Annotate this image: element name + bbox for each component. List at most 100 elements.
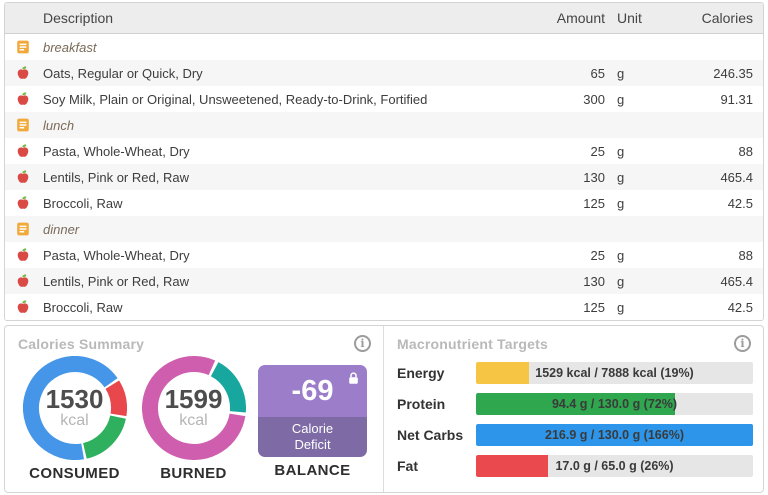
food-description: Lentils, Pink or Red, Raw (43, 169, 189, 185)
macro-target-row: Fat 17.0 g / 65.0 g (26%) (397, 455, 753, 477)
apple-icon (17, 300, 29, 313)
header-calories: Calories (701, 10, 753, 26)
header-description: Description (43, 10, 114, 26)
apple-icon (17, 170, 29, 183)
food-description: Broccoli, Raw (43, 299, 123, 315)
food-calories: 465.4 (720, 169, 753, 185)
note-icon (17, 40, 29, 54)
burned-value: 1599 (164, 384, 223, 414)
balance-block: -69 Calorie Deficit BALANCE (253, 356, 372, 479)
food-description: Oats, Regular or Quick, Dry (43, 65, 203, 81)
apple-icon (17, 66, 29, 79)
table-body: breakfast Oats, Regular or Quick, Dry 65… (5, 34, 763, 320)
meal-group-label: lunch (43, 117, 75, 133)
food-unit: g (617, 91, 625, 107)
macro-progress-bar: 17.0 g / 65.0 g (26%) (476, 455, 753, 477)
food-amount: 65 (590, 65, 605, 81)
apple-icon (17, 196, 29, 209)
macro-progress-fill (476, 393, 676, 415)
food-amount: 25 (590, 247, 605, 263)
food-calories: 88 (738, 247, 753, 263)
meal-group-row[interactable]: breakfast (5, 34, 763, 60)
macro-progress-text: 1529 kcal / 7888 kcal (19%) (535, 366, 694, 380)
food-row[interactable]: Pasta, Whole-Wheat, Dry 25 g 88 (5, 242, 763, 268)
balance-status-line1: Calorie (291, 421, 334, 436)
food-calories: 246.35 (713, 65, 753, 81)
food-description: Pasta, Whole-Wheat, Dry (43, 247, 190, 263)
meal-group-row[interactable]: dinner (5, 216, 763, 242)
food-calories: 88 (738, 143, 753, 159)
food-row[interactable]: Broccoli, Raw 125 g 42.5 (5, 190, 763, 216)
macro-target-row: Protein 94.4 g / 130.0 g (72%) (397, 393, 753, 415)
macro-label: Energy (397, 365, 445, 381)
food-description: Soy Milk, Plain or Original, Unsweetened… (43, 91, 428, 107)
food-unit: g (617, 65, 625, 81)
apple-icon (17, 92, 29, 105)
balance-card: -69 Calorie Deficit (258, 365, 367, 457)
food-row[interactable]: Broccoli, Raw 125 g 42.5 (5, 294, 763, 320)
burned-donut-chart: 1599 kcal BURNED (134, 356, 253, 482)
meal-group-label: dinner (43, 221, 80, 237)
consumed-donut-ring (22, 356, 127, 460)
balance-status-line2: Deficit (294, 437, 331, 452)
food-row[interactable]: Pasta, Whole-Wheat, Dry 25 g 88 (5, 138, 763, 164)
food-row[interactable]: Lentils, Pink or Red, Raw 130 g 465.4 (5, 268, 763, 294)
macronutrient-targets-info-icon[interactable]: i (734, 335, 751, 352)
food-unit: g (617, 247, 625, 263)
food-calories: 42.5 (727, 299, 753, 315)
food-amount: 125 (583, 299, 605, 315)
food-row[interactable]: Lentils, Pink or Red, Raw 130 g 465.4 (5, 164, 763, 190)
macronutrient-targets-title: Macronutrient Targets (397, 335, 548, 352)
burned-unit: kcal (179, 412, 208, 429)
apple-icon (17, 144, 29, 157)
header-unit: Unit (617, 10, 642, 26)
consumed-label: CONSUMED (29, 465, 120, 482)
macro-label: Net Carbs (397, 427, 464, 443)
note-icon (17, 118, 29, 132)
food-unit: g (617, 299, 625, 315)
macro-progress-bar: 94.4 g / 130.0 g (72%) (476, 393, 753, 415)
macro-target-row: Net Carbs 216.9 g / 130.0 g (166%) (397, 424, 753, 446)
macro-rows: Energy 1529 kcal / 7888 kcal (19%) Prote… (384, 352, 763, 477)
macro-progress-bar: 1529 kcal / 7888 kcal (19%) (476, 362, 753, 384)
food-row[interactable]: Soy Milk, Plain or Original, Unsweetened… (5, 86, 763, 112)
consumed-value: 1530 (45, 384, 104, 414)
macro-progress-text: 216.9 g / 130.0 g (166%) (545, 428, 684, 442)
burned-donut-ring (141, 356, 246, 460)
apple-icon (17, 274, 29, 287)
food-amount: 300 (583, 91, 605, 107)
food-description: Broccoli, Raw (43, 195, 123, 211)
summary-panels: Calories Summary i 1530 kcal CONSUMED (4, 325, 764, 493)
consumed-unit: kcal (60, 412, 89, 429)
lock-icon (349, 372, 358, 384)
macro-progress-fill (476, 424, 753, 446)
food-calories: 42.5 (727, 195, 753, 211)
macro-progress-text: 17.0 g / 65.0 g (26%) (555, 459, 674, 473)
food-row[interactable]: Oats, Regular or Quick, Dry 65 g 246.35 (5, 60, 763, 86)
macro-progress-fill (476, 455, 549, 477)
food-amount: 130 (583, 169, 605, 185)
food-amount: 125 (583, 195, 605, 211)
food-diary-table: Description Amount Unit Calories breakfa… (4, 2, 764, 321)
food-calories: 91.31 (720, 91, 753, 107)
calories-summary-title: Calories Summary (18, 335, 145, 352)
food-unit: g (617, 195, 625, 211)
macro-target-row: Energy 1529 kcal / 7888 kcal (19%) (397, 362, 753, 384)
balance-label: BALANCE (274, 462, 351, 479)
food-description: Lentils, Pink or Red, Raw (43, 273, 189, 289)
calories-summary-info-icon[interactable]: i (354, 335, 371, 352)
meal-group-label: breakfast (43, 39, 97, 55)
food-amount: 130 (583, 273, 605, 289)
food-unit: g (617, 143, 625, 159)
food-calories: 465.4 (720, 273, 753, 289)
meal-group-row[interactable]: lunch (5, 112, 763, 138)
apple-icon (17, 248, 29, 261)
macro-progress-bar: 216.9 g / 130.0 g (166%) (476, 424, 753, 446)
food-description: Pasta, Whole-Wheat, Dry (43, 143, 190, 159)
header-amount: Amount (556, 10, 605, 26)
macronutrient-targets-panel: Macronutrient Targets i Energy 1529 kcal… (384, 326, 763, 492)
balance-value: -69 (291, 374, 334, 407)
macro-label: Fat (397, 458, 418, 474)
note-icon (17, 222, 29, 236)
macro-progress-fill (476, 362, 529, 384)
